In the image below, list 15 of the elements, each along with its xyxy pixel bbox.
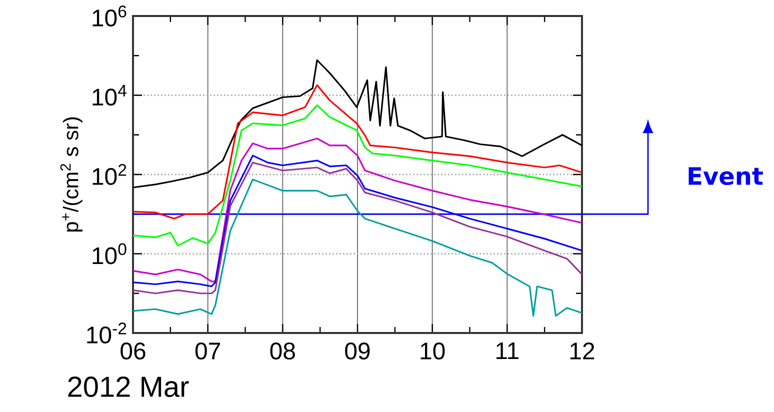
y-tick-label: 10$^{2}$ xyxy=(92,164,126,185)
x-tick-label: 10 xyxy=(420,342,445,360)
y-axis-title: p$^{+}$/(cm$^{2}$ s sr) xyxy=(60,117,82,232)
x-tick-label: 07 xyxy=(195,342,220,360)
y-tick-label: 10$^{4}$ xyxy=(92,84,126,106)
y-tick-label: 10$^{6}$ xyxy=(92,6,126,26)
ref-line-label: Event xyxy=(688,167,763,186)
x-tick-label: 09 xyxy=(345,342,370,360)
x-tick-label: 08 xyxy=(270,342,295,360)
x-tick-label: 06 xyxy=(120,342,146,360)
x-tick-label: 11 xyxy=(496,342,518,360)
x-axis-title: 2012 Mar xyxy=(68,376,189,398)
y-tick-label: 10$^{-2}$ xyxy=(87,322,126,344)
x-tick-label: 12 xyxy=(570,342,594,360)
y-tick-label: 10$^{0}$ xyxy=(92,243,126,264)
